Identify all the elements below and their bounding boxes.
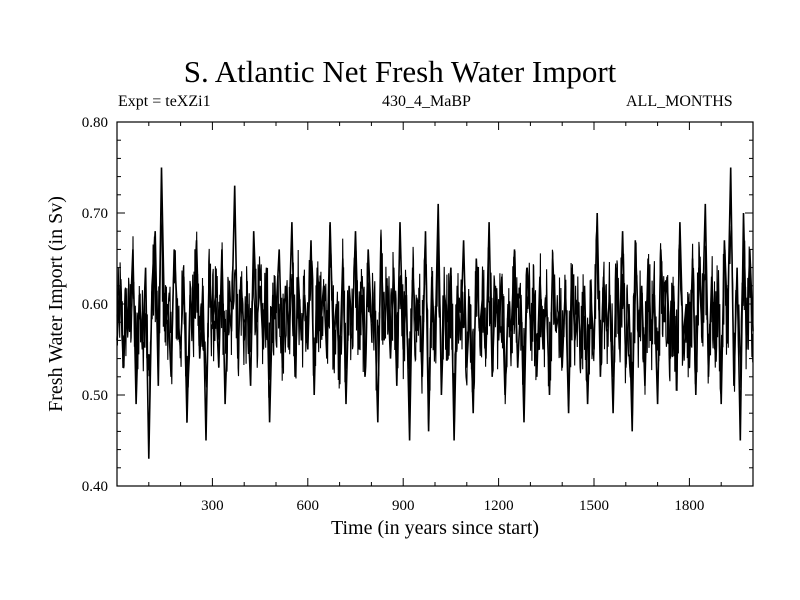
y-tick-label: 0.40: [82, 479, 108, 495]
y-tick-label: 0.80: [82, 115, 108, 131]
series-texture: [116, 215, 754, 431]
ticks-layer: 0.40 0.50 0.60 0.70 0.80 300 600 900 1200 1500 180…: [82, 115, 753, 514]
run-label: 430_4_MaBP: [382, 93, 471, 110]
y-axis-title: Fresh Water Import (in Sv): [45, 196, 67, 412]
x-tick-label: 600: [297, 498, 320, 514]
y-tick-label: 0.50: [82, 388, 108, 404]
x-axis-title: Time (in years since start): [331, 517, 539, 539]
y-tick-label: 0.60: [82, 297, 108, 313]
x-tick-label: 1200: [484, 498, 514, 514]
x-tick-label: 1800: [674, 498, 704, 514]
x-tick-label: 900: [392, 498, 415, 514]
plot-frame: [116, 121, 754, 487]
plot-layer: [116, 167, 754, 459]
chart-title: S. Atlantic Net Fresh Water Import: [183, 54, 617, 89]
y-tick-label: 0.70: [82, 206, 108, 222]
experiment-label: Expt = teXZi1: [118, 93, 211, 110]
months-label: ALL_MONTHS: [626, 93, 733, 110]
x-tick-label: 1500: [579, 498, 609, 514]
x-tick-label: 300: [201, 498, 224, 514]
